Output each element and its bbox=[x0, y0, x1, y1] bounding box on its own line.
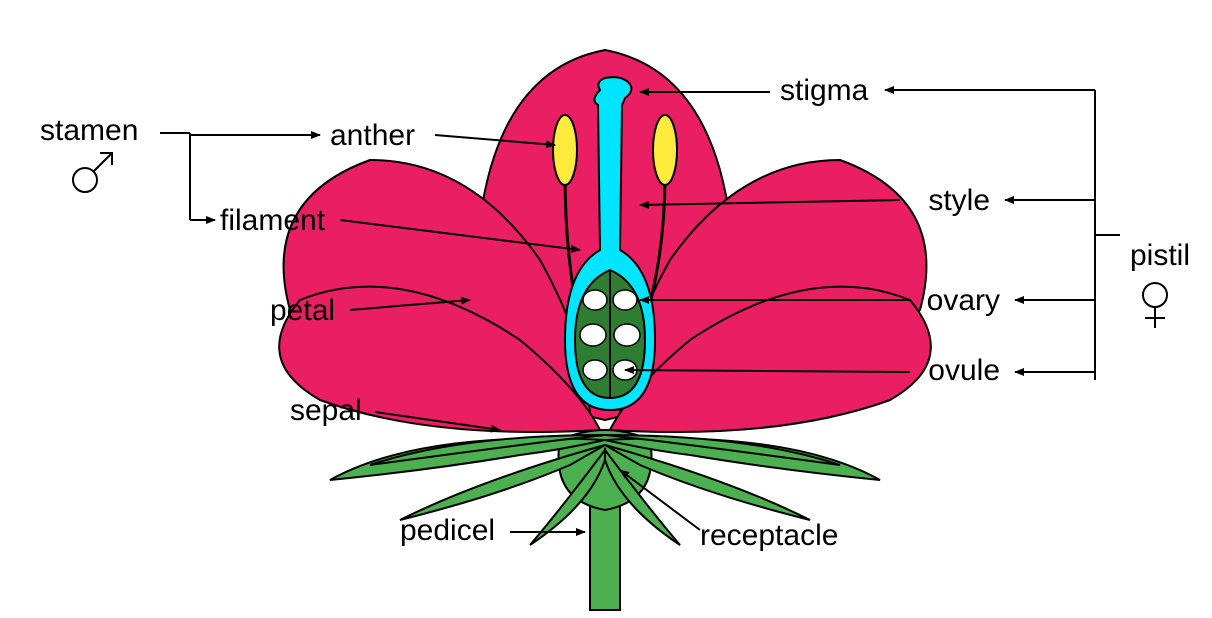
label-sepal: sepal bbox=[290, 394, 362, 427]
label-pedicel: pedicel bbox=[400, 514, 495, 547]
label-pistil: pistil bbox=[1130, 239, 1190, 272]
label-ovary: ovary bbox=[927, 284, 1000, 317]
label-stamen: stamen bbox=[40, 114, 138, 147]
label-receptacle: receptacle bbox=[700, 519, 838, 552]
label-filament: filament bbox=[220, 204, 326, 237]
label-anther: anther bbox=[330, 119, 415, 152]
label-petal: petal bbox=[270, 294, 335, 327]
flower-anatomy-diagram: stamen anther filament petal sepal pedic… bbox=[0, 0, 1212, 618]
label-ovule: ovule bbox=[928, 354, 1000, 387]
female-symbol-icon bbox=[1143, 283, 1167, 328]
label-stigma: stigma bbox=[780, 74, 869, 107]
label-style: style bbox=[928, 184, 990, 217]
male-symbol-icon bbox=[73, 153, 112, 192]
